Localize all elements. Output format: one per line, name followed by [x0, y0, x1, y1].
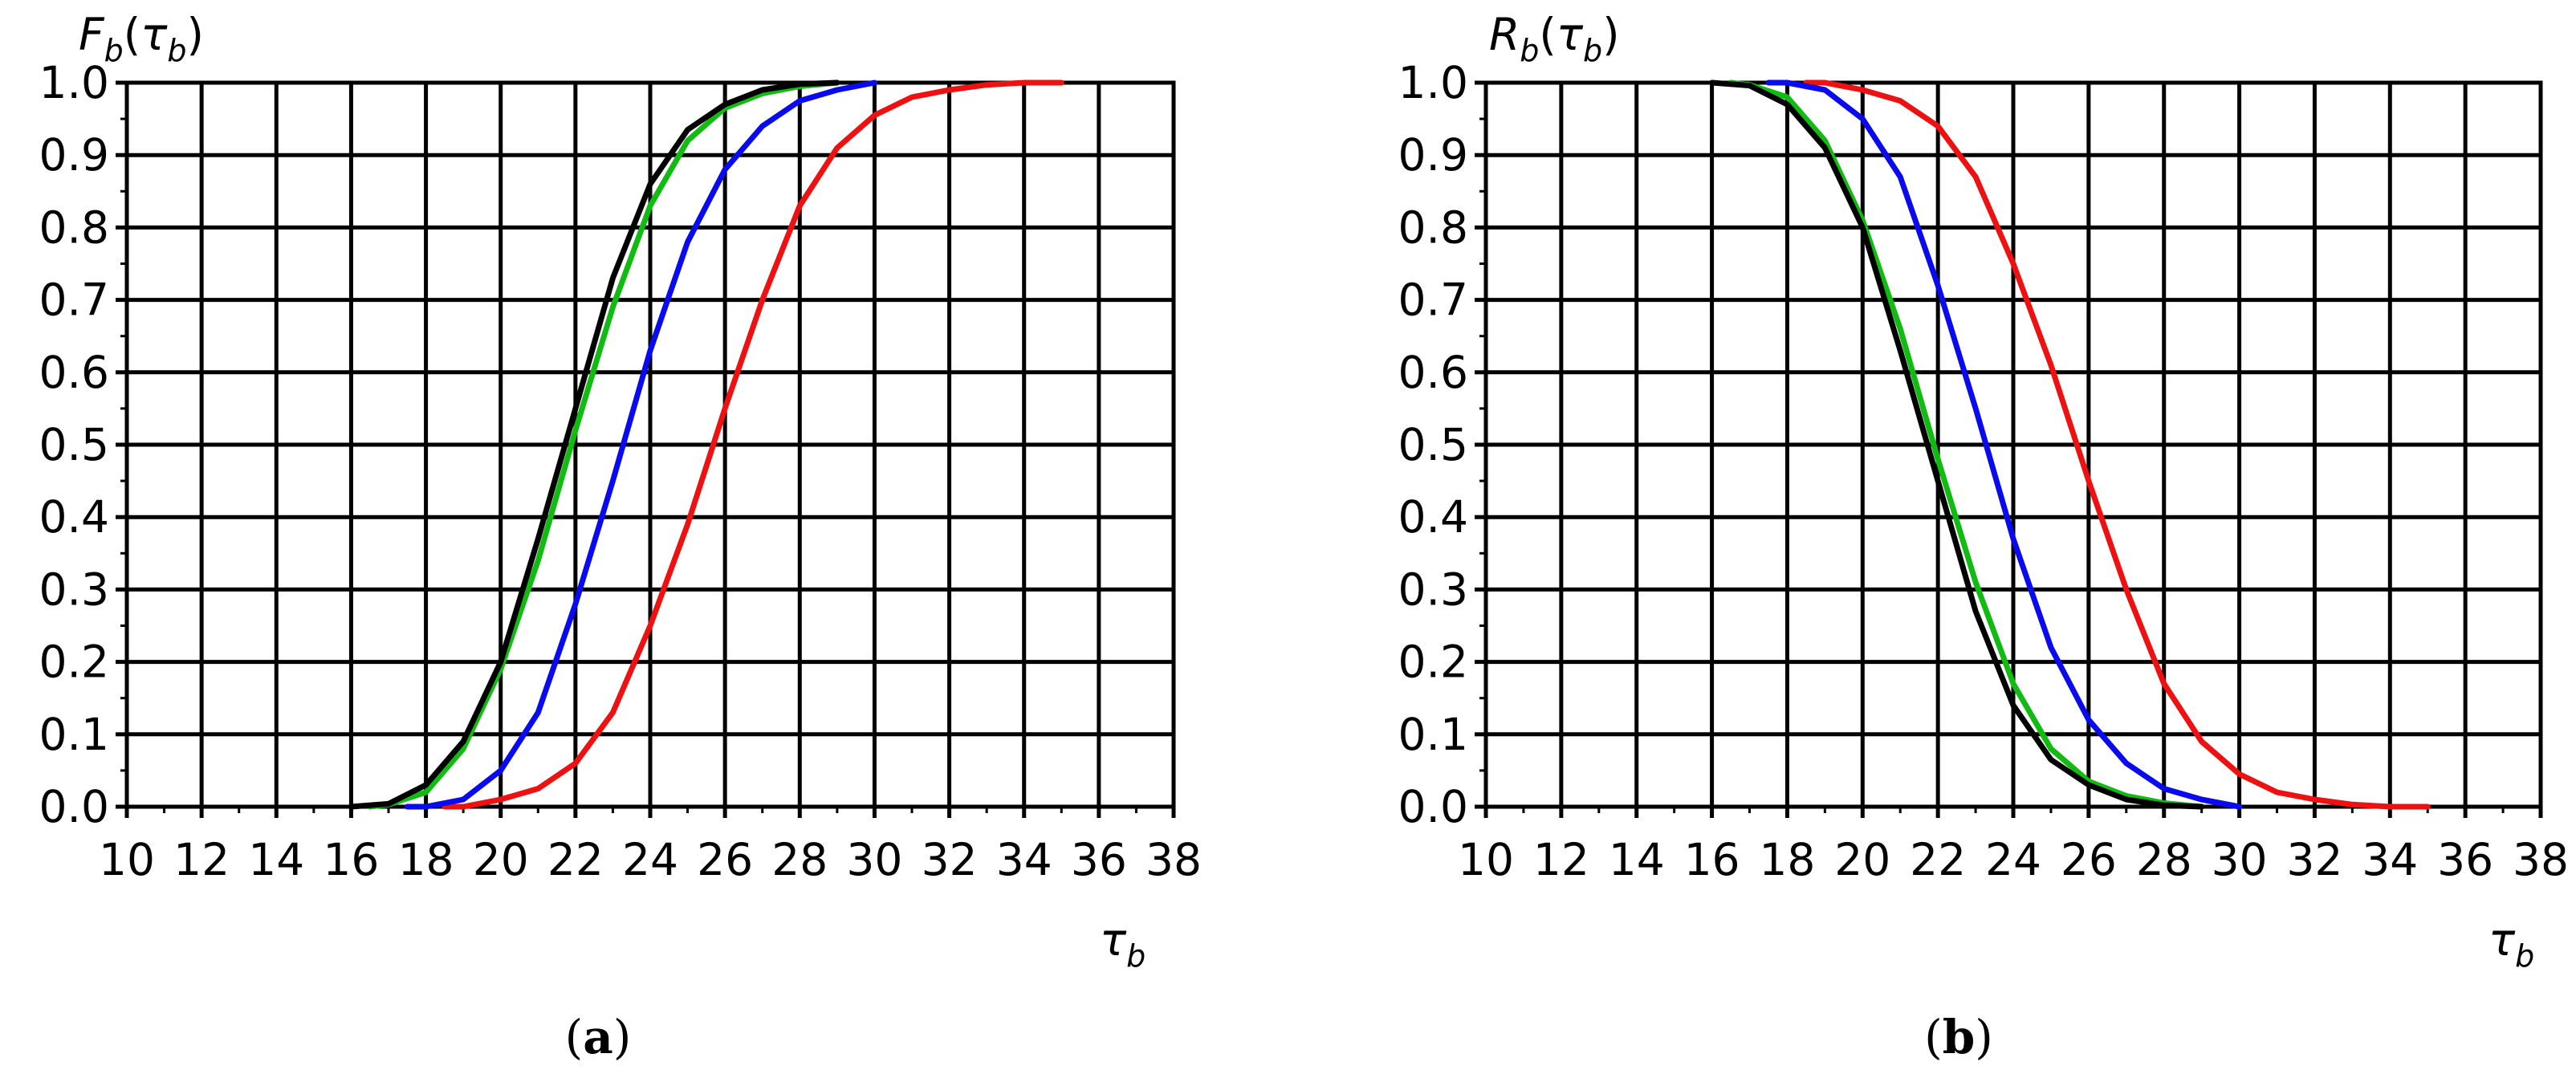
series-line-b-0	[1803, 79, 2431, 810]
x-tick-label: 10	[99, 834, 155, 885]
panel-b: Rb(τb) τb (b) 10 12 14 16 18 20 22 24 26 28 30 32 34…	[1398, 9, 2569, 1064]
caption-b: (b)	[1924, 1010, 1993, 1064]
x-tick-label: 36	[1071, 834, 1127, 885]
y-tick-label: 0.0	[1398, 781, 1468, 832]
x-tick-label: 12	[173, 834, 230, 885]
y-tick-label: 0.4	[39, 491, 109, 543]
x-tick-label: 26	[697, 834, 753, 885]
x-axis-label-a: τb	[1100, 914, 1146, 974]
y-tick-label: 1.0	[1398, 57, 1468, 108]
y-tick-label: 0.3	[1398, 563, 1468, 615]
y-tick-label: 0.7	[39, 275, 109, 326]
y-tick-label: 0.8	[1398, 201, 1468, 253]
y-tick-label: 0.9	[1398, 129, 1468, 181]
x-tick-label: 22	[547, 834, 604, 885]
panel-a: Fb(τb) τb (a) 10 12 14 16 18 20 22 24 26 28 30 32 34…	[39, 9, 1202, 1064]
x-tick-label: 14	[248, 834, 304, 885]
x-tick-label: 24	[1985, 834, 2041, 885]
series-line-b-3	[1709, 79, 2205, 810]
x-tick-label: 30	[2212, 834, 2268, 885]
x-tick-label: 28	[2136, 834, 2192, 885]
y-tick-label: 0.1	[1398, 709, 1468, 760]
series-line-a-0	[442, 79, 1064, 810]
y-tick-label: 0.6	[1398, 347, 1468, 398]
y-tick-label: 0.8	[39, 201, 109, 253]
x-tick-label: 34	[996, 834, 1052, 885]
series-line-b-2	[1728, 79, 2205, 810]
y-tick-label: 0.2	[39, 637, 109, 688]
x-tick-label: 10	[1458, 834, 1514, 885]
x-tick-label: 38	[1146, 834, 1202, 885]
x-tick-label: 14	[1609, 834, 1665, 885]
series-line-a-2	[367, 79, 840, 810]
plot-frame	[124, 80, 1176, 809]
y-tick-label: 0.0	[39, 781, 109, 832]
x-tick-label: 16	[323, 834, 379, 885]
y-axis-label-b: Rb(τb)	[1489, 9, 1620, 68]
y-tick-label: 0.2	[1398, 637, 1468, 688]
plot-frame	[1483, 80, 2543, 809]
x-tick-label: 28	[771, 834, 828, 885]
x-tick-label: 24	[622, 834, 678, 885]
series-line-a-3	[348, 79, 840, 810]
x-tick-label: 20	[1834, 834, 1890, 885]
x-tick-label: 32	[922, 834, 978, 885]
x-tick-label: 36	[2437, 834, 2493, 885]
y-tick-label: 0.5	[1398, 419, 1468, 470]
series-line-b-1	[1765, 79, 2243, 810]
x-tick-label: 32	[2286, 834, 2342, 885]
x-tick-label: 26	[2061, 834, 2117, 885]
y-axis-label-a: Fb(τb)	[79, 9, 204, 68]
series-line-a-1	[404, 79, 877, 810]
y-tick-label: 0.4	[1398, 491, 1468, 543]
x-tick-label: 18	[1759, 834, 1815, 885]
x-axis-label-b: τb	[2489, 914, 2534, 974]
x-tick-label: 12	[1533, 834, 1589, 885]
x-tick-label: 16	[1684, 834, 1740, 885]
y-tick-label: 0.9	[39, 129, 109, 181]
x-tick-label: 22	[1910, 834, 1966, 885]
y-tick-label: 0.5	[39, 419, 109, 470]
caption-a: (a)	[565, 1010, 632, 1064]
x-tick-label: 34	[2362, 834, 2418, 885]
y-tick-label: 0.3	[39, 563, 109, 615]
y-tick-label: 0.7	[1398, 275, 1468, 326]
x-tick-label: 20	[473, 834, 529, 885]
y-tick-label: 1.0	[39, 57, 109, 108]
y-tick-label: 0.1	[39, 709, 109, 760]
x-tick-label: 18	[398, 834, 454, 885]
x-tick-label: 38	[2513, 834, 2569, 885]
y-tick-label: 0.6	[39, 347, 109, 398]
x-tick-label: 30	[846, 834, 902, 885]
